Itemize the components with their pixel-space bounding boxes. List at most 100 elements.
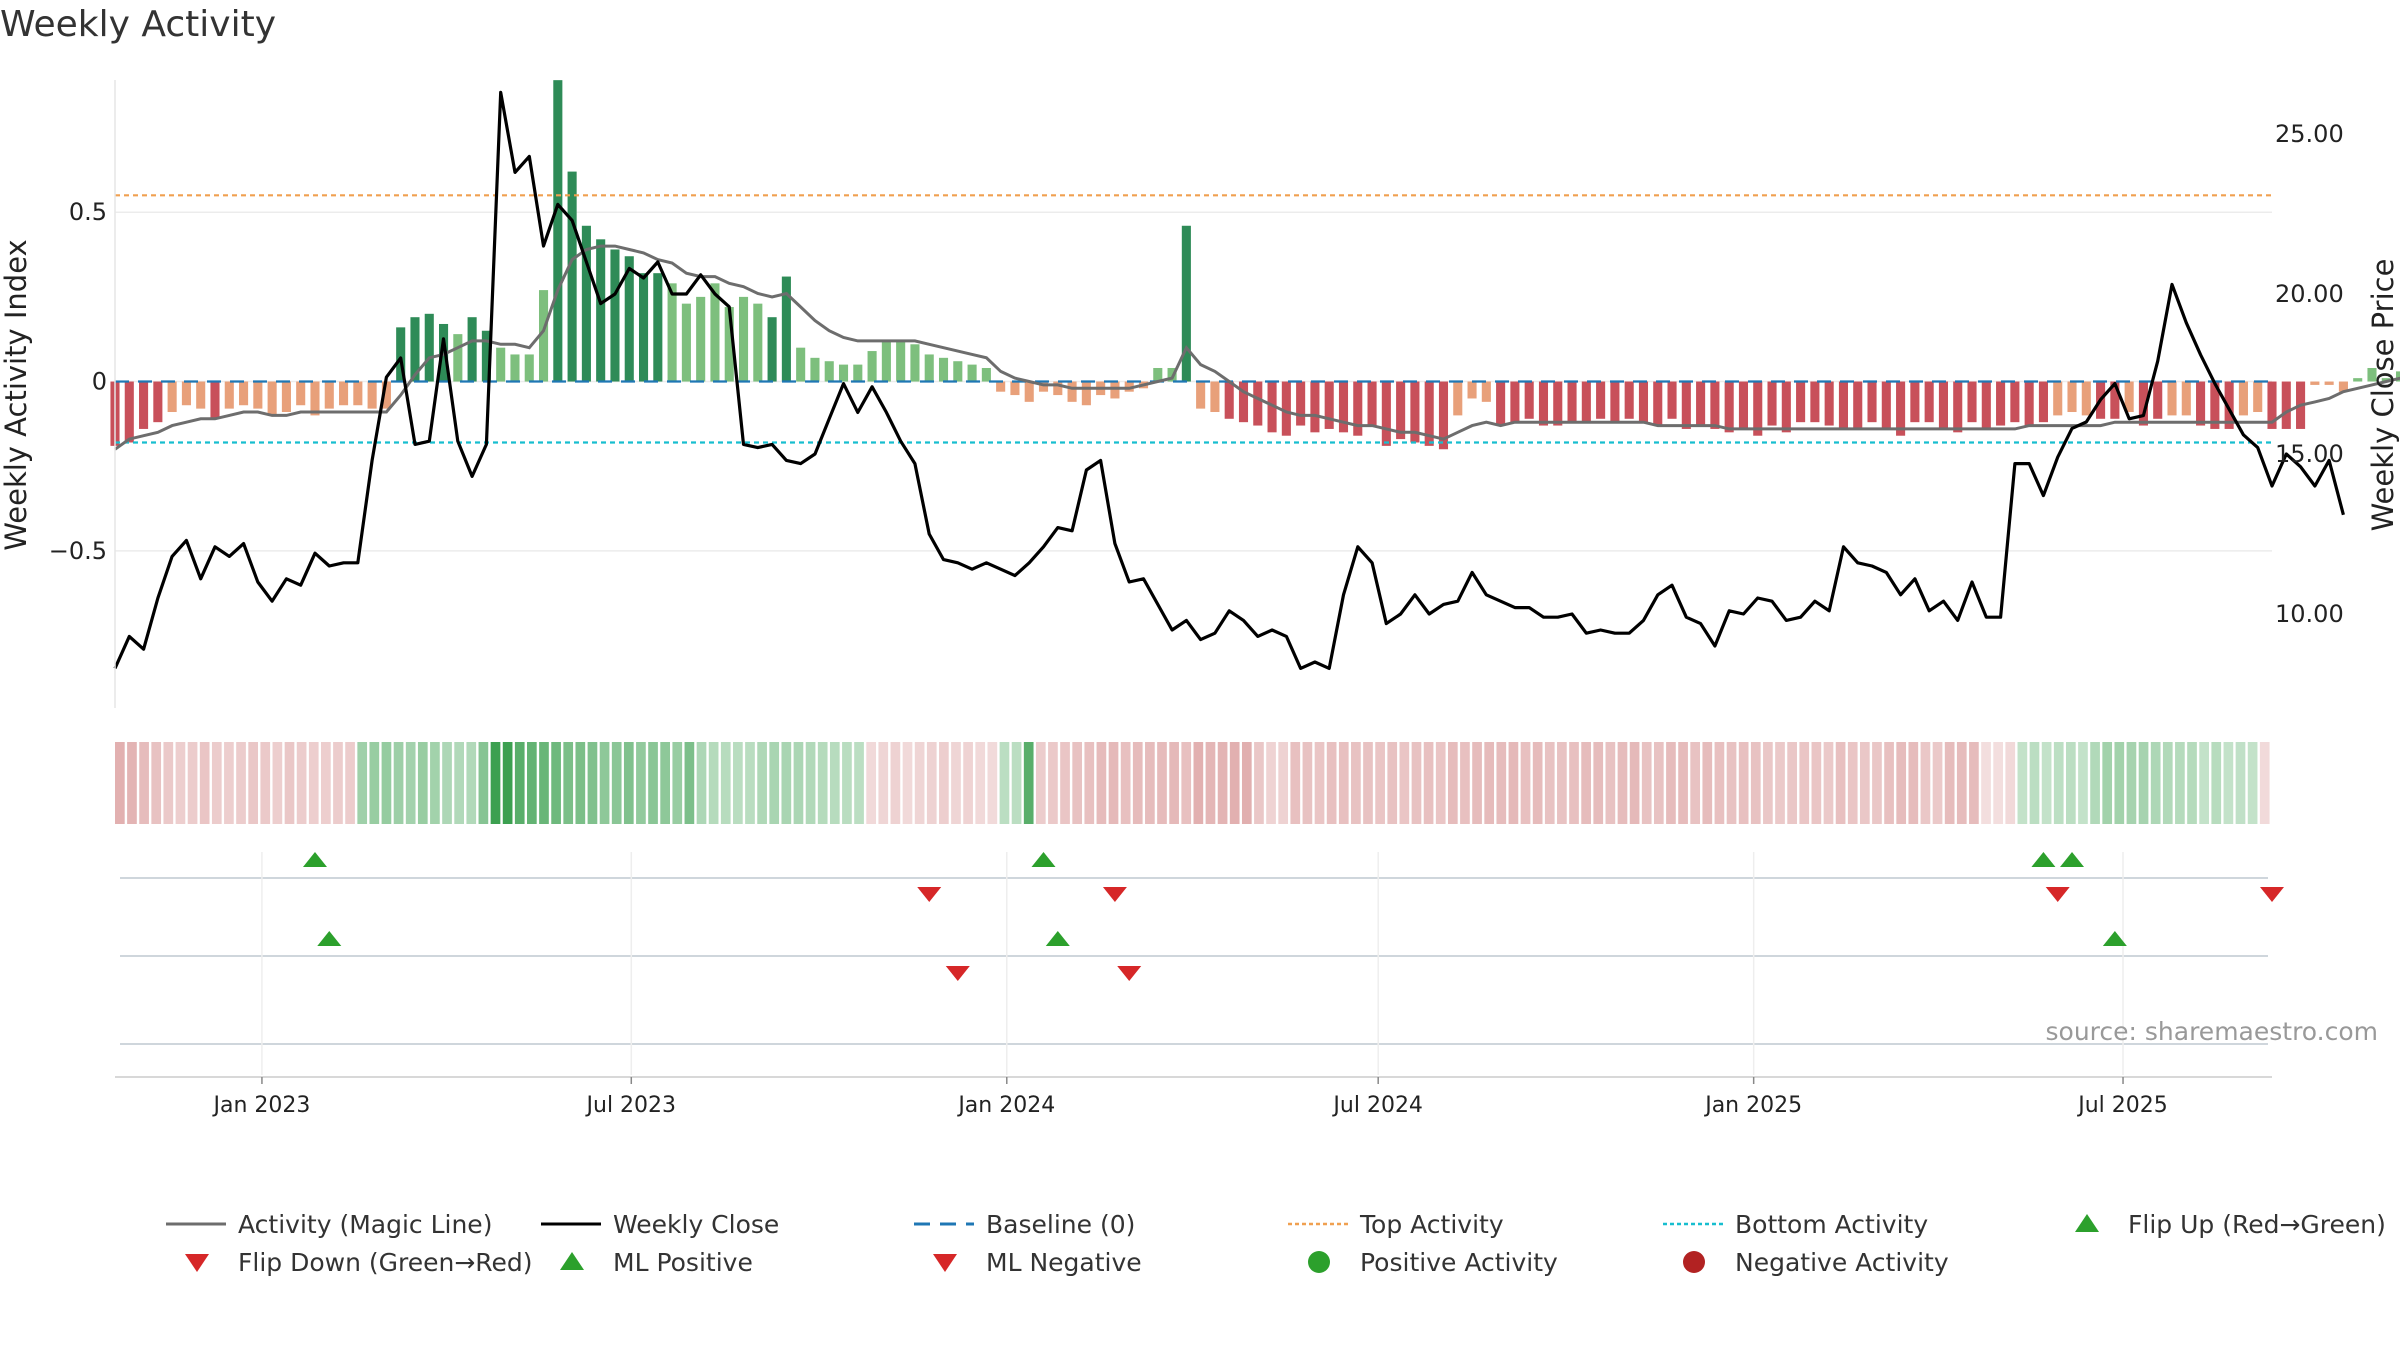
activity-bar bbox=[1924, 381, 1934, 423]
heat-strip-cell bbox=[284, 742, 295, 824]
y-left-tick-label: 0.5 bbox=[69, 198, 107, 226]
activity-bar bbox=[896, 340, 906, 382]
activity-bar bbox=[396, 327, 406, 382]
heat-strip-cell bbox=[902, 742, 913, 824]
heat-strip-cell bbox=[817, 742, 828, 824]
heat-strip-cell bbox=[745, 742, 755, 824]
heat-strip-cell bbox=[951, 742, 961, 824]
activity-bar bbox=[967, 364, 977, 382]
activity-bar bbox=[1410, 381, 1420, 443]
activity-bar bbox=[1838, 381, 1849, 429]
y-left-axis-label: Weekly Activity Index bbox=[0, 239, 33, 550]
heat-strip-cell bbox=[1557, 742, 1567, 824]
activity-bar bbox=[339, 381, 349, 406]
weekly-close-series bbox=[113, 90, 2345, 670]
heat-strip-cell bbox=[502, 742, 513, 824]
activity-bar bbox=[2024, 381, 2034, 426]
activity-bar bbox=[610, 249, 620, 382]
activity-bar bbox=[2324, 381, 2334, 385]
flip-up-marker bbox=[2031, 852, 2056, 867]
heat-strip-cell bbox=[175, 742, 186, 824]
heat-strip-cell bbox=[260, 742, 271, 824]
heat-strip-cell bbox=[1581, 742, 1591, 824]
activity-bar bbox=[1796, 381, 1806, 423]
heat-strip-cell bbox=[1678, 742, 1688, 824]
x-tick-label: Jul 2023 bbox=[585, 1093, 677, 1118]
heat-strip-cell bbox=[1520, 742, 1531, 824]
heat-strip-cell bbox=[1120, 742, 1131, 824]
heat-strip-cell bbox=[539, 742, 549, 824]
heat-strip-cell bbox=[1157, 742, 1167, 824]
activity-bar bbox=[781, 276, 791, 382]
flip-up-marker bbox=[2060, 852, 2085, 867]
flip-down-marker bbox=[2260, 887, 2284, 902]
activity-bar bbox=[1781, 381, 1791, 433]
chart-lines bbox=[113, 90, 2400, 670]
activity-bar bbox=[553, 80, 563, 382]
heat-strip-cell bbox=[151, 742, 162, 824]
heat-strip-cell bbox=[2187, 742, 2197, 824]
heat-strip-cell bbox=[115, 742, 125, 824]
heat-strip-cell bbox=[1338, 742, 1349, 824]
heat-strip-cell bbox=[672, 742, 683, 824]
heat-strip-cell bbox=[914, 742, 925, 824]
activity-bar bbox=[1867, 381, 1877, 423]
heat-strip-cell bbox=[163, 742, 174, 824]
activity-bar bbox=[624, 256, 634, 382]
heat-strip-cell bbox=[2005, 742, 2016, 824]
heat-strip-cell bbox=[127, 742, 137, 824]
activity-bar bbox=[1424, 381, 1434, 446]
heat-strip-cell bbox=[1508, 742, 1519, 824]
legend-label: Baseline (0) bbox=[986, 1210, 1135, 1239]
activity-bar bbox=[196, 381, 206, 409]
heat-strip-cell bbox=[1956, 742, 1967, 824]
heat-strip-cell bbox=[454, 742, 464, 824]
activity-bar bbox=[1567, 381, 1577, 423]
heat-strip-cell bbox=[587, 742, 598, 824]
heat-strip-cell bbox=[1859, 742, 1870, 824]
heat-strip-cell bbox=[1035, 742, 1046, 824]
activity-bar bbox=[1381, 381, 1391, 446]
heat-strip-cell bbox=[442, 742, 452, 824]
activity-bar bbox=[1881, 381, 1891, 429]
activity-bar bbox=[1067, 381, 1077, 402]
heat-strip-cell bbox=[1932, 742, 1943, 824]
axes: 0.5 0 −0.5 25.00 20.00 15.00 10.00 bbox=[49, 80, 2344, 708]
heat-strip-cell bbox=[478, 742, 489, 824]
activity-bar bbox=[1124, 381, 1134, 392]
legend-label: Positive Activity bbox=[1360, 1248, 1558, 1277]
activity-bar bbox=[1524, 381, 1534, 419]
activity-bar bbox=[867, 351, 877, 382]
activity-bar bbox=[1038, 381, 1049, 392]
activity-bar bbox=[1081, 381, 1091, 406]
heat-strip-cell bbox=[2090, 742, 2100, 824]
heat-strip-cell bbox=[963, 742, 973, 824]
activity-bar bbox=[753, 303, 763, 382]
heat-strip-cell bbox=[1351, 742, 1361, 824]
activity-bar bbox=[1324, 381, 1334, 429]
heat-strip-cell bbox=[1048, 742, 1058, 824]
activity-bar bbox=[1953, 381, 1963, 433]
heat-strip-cell bbox=[1375, 742, 1385, 824]
heat-strip-cell bbox=[1835, 742, 1846, 824]
heat-strip-cell bbox=[139, 742, 149, 824]
event-rows: Jan 2023 Jul 2023 Jan 2024 Jul 2024 Jan 2025… bbox=[115, 852, 2284, 1118]
activity-bar bbox=[1981, 381, 1991, 429]
heat-strip-cell bbox=[2259, 742, 2270, 824]
legend-label: Activity (Magic Line) bbox=[238, 1210, 492, 1239]
activity-bar bbox=[996, 381, 1006, 392]
activity-bar bbox=[1438, 381, 1449, 450]
heat-strip-cell bbox=[1714, 742, 1725, 824]
y-left-tick-label: −0.5 bbox=[49, 537, 107, 565]
activity-bar bbox=[2238, 381, 2248, 416]
heat-strip-cell bbox=[1872, 742, 1882, 824]
heat-strip-cell bbox=[2150, 742, 2161, 824]
x-tick-label: Jan 2025 bbox=[1703, 1093, 1802, 1118]
activity-bar bbox=[1367, 381, 1377, 426]
heat-strip-cell bbox=[2199, 742, 2209, 824]
activity-bar bbox=[838, 364, 849, 382]
legend-label: Weekly Close bbox=[613, 1210, 779, 1239]
heat-strip-cell bbox=[2235, 742, 2246, 824]
heat-strip-cell bbox=[430, 742, 440, 824]
